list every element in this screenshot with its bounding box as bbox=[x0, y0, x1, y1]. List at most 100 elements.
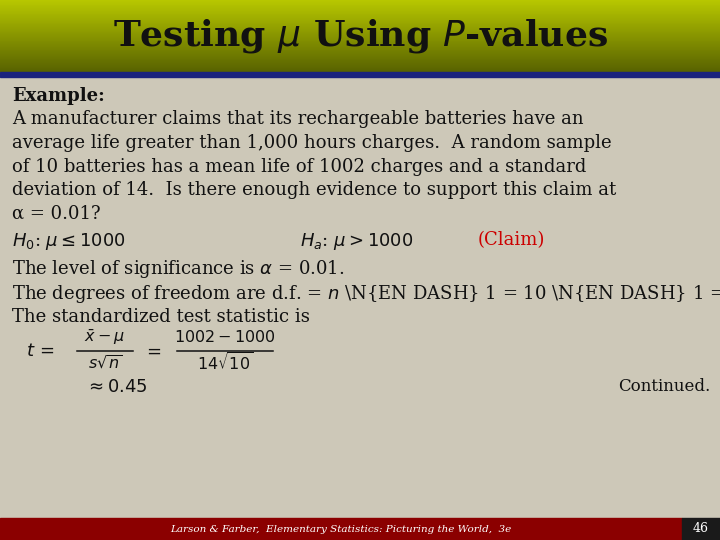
Bar bbox=[0, 63, 720, 65]
Text: average life greater than 1,000 hours charges.  A random sample: average life greater than 1,000 hours ch… bbox=[12, 134, 611, 152]
Text: deviation of 14.  Is there enough evidence to support this claim at: deviation of 14. Is there enough evidenc… bbox=[12, 181, 616, 199]
Bar bbox=[0, 24, 720, 25]
Bar bbox=[0, 9, 720, 10]
Text: A manufacturer claims that its rechargeable batteries have an: A manufacturer claims that its rechargea… bbox=[12, 111, 584, 129]
Bar bbox=[0, 12, 720, 14]
Text: $14\sqrt{10}$: $14\sqrt{10}$ bbox=[197, 353, 253, 375]
Bar bbox=[0, 31, 720, 32]
Bar bbox=[0, 4, 720, 5]
Bar bbox=[0, 49, 720, 50]
Bar bbox=[0, 28, 720, 29]
Bar bbox=[0, 71, 720, 72]
Bar bbox=[0, 45, 720, 47]
Text: Example:: Example: bbox=[12, 87, 104, 105]
Bar bbox=[0, 17, 720, 18]
Bar bbox=[0, 11, 720, 12]
Bar bbox=[0, 20, 720, 22]
Bar bbox=[0, 59, 720, 60]
Bar bbox=[0, 44, 720, 46]
Bar bbox=[0, 8, 720, 9]
Bar bbox=[0, 18, 720, 20]
Bar bbox=[0, 19, 720, 21]
Bar bbox=[0, 70, 720, 71]
Bar bbox=[0, 39, 720, 40]
Bar bbox=[0, 41, 720, 42]
Bar bbox=[0, 14, 720, 15]
Text: $t\, =$: $t\, =$ bbox=[27, 341, 55, 360]
Bar bbox=[0, 13, 720, 15]
Bar bbox=[0, 63, 720, 64]
Text: $=$: $=$ bbox=[143, 341, 161, 360]
Bar bbox=[0, 47, 720, 49]
Bar bbox=[0, 17, 720, 19]
Text: $H_0$: $\mu \leq 1000$: $H_0$: $\mu \leq 1000$ bbox=[12, 231, 126, 252]
Bar bbox=[0, 68, 720, 69]
Text: 46: 46 bbox=[693, 523, 709, 536]
Bar bbox=[0, 16, 720, 17]
Bar bbox=[0, 15, 720, 16]
Bar bbox=[0, 23, 720, 24]
Text: Testing $\mu$ Using $P$-values: Testing $\mu$ Using $P$-values bbox=[112, 17, 608, 55]
Bar bbox=[0, 48, 720, 50]
Bar bbox=[0, 22, 720, 23]
Bar bbox=[0, 65, 720, 66]
Bar bbox=[0, 21, 720, 23]
Bar bbox=[0, 32, 720, 33]
Bar bbox=[0, 25, 720, 26]
Text: $\approx 0.45$: $\approx 0.45$ bbox=[85, 377, 148, 395]
Bar bbox=[0, 64, 720, 66]
Bar bbox=[0, 60, 720, 62]
Bar bbox=[0, 66, 720, 68]
Bar bbox=[0, 28, 720, 30]
Bar bbox=[0, 55, 720, 56]
Bar bbox=[0, 67, 720, 69]
Bar bbox=[0, 46, 720, 48]
Bar bbox=[0, 33, 720, 35]
Bar bbox=[0, 6, 720, 7]
Bar bbox=[0, 40, 720, 42]
Text: $1002-1000$: $1002-1000$ bbox=[174, 329, 276, 346]
Text: The standardized test statistic is: The standardized test statistic is bbox=[12, 308, 310, 327]
Bar bbox=[0, 6, 720, 8]
Bar bbox=[0, 5, 720, 6]
Bar bbox=[0, 2, 720, 4]
Bar bbox=[0, 518, 682, 540]
Bar bbox=[0, 58, 720, 59]
Bar bbox=[0, 51, 720, 52]
Bar bbox=[0, 56, 720, 58]
Bar bbox=[682, 518, 720, 540]
Bar bbox=[0, 69, 720, 70]
Bar bbox=[0, 60, 720, 61]
Bar bbox=[0, 44, 720, 45]
Bar bbox=[0, 35, 720, 36]
Bar bbox=[0, 50, 720, 51]
Text: of 10 batteries has a mean life of 1002 charges and a standard: of 10 batteries has a mean life of 1002 … bbox=[12, 158, 586, 176]
Bar bbox=[0, 62, 720, 63]
Text: Continued.: Continued. bbox=[618, 378, 710, 395]
Bar bbox=[0, 33, 720, 34]
Text: (Claim): (Claim) bbox=[478, 231, 545, 249]
Bar bbox=[0, 1, 720, 3]
Bar bbox=[0, 30, 720, 31]
Text: The degrees of freedom are d.f. = $n$ \N{EN DASH} 1 = 10 \N{EN DASH} 1 = 9.: The degrees of freedom are d.f. = $n$ \N… bbox=[12, 283, 720, 305]
Text: $\bar{x} - \mu$: $\bar{x} - \mu$ bbox=[84, 328, 125, 347]
Bar bbox=[0, 43, 720, 44]
Bar bbox=[0, 52, 720, 53]
Text: The level of significance is $\alpha$ = 0.01.: The level of significance is $\alpha$ = … bbox=[12, 258, 344, 280]
Text: $H_a$: $\mu > 1000$: $H_a$: $\mu > 1000$ bbox=[300, 231, 413, 252]
Bar bbox=[0, 42, 720, 43]
Bar bbox=[0, 26, 720, 28]
Bar bbox=[0, 10, 720, 12]
Bar bbox=[0, 37, 720, 39]
Bar bbox=[0, 57, 720, 58]
Bar bbox=[0, 38, 720, 39]
Bar bbox=[0, 0, 720, 1]
Bar bbox=[0, 3, 720, 4]
Bar bbox=[0, 72, 720, 77]
Text: Larson & Farber,  Elementary Statistics: Picturing the World,  3e: Larson & Farber, Elementary Statistics: … bbox=[171, 524, 512, 534]
Bar bbox=[0, 25, 720, 27]
Bar bbox=[0, 36, 720, 37]
Bar bbox=[0, 1, 720, 2]
Bar bbox=[0, 9, 720, 11]
Bar bbox=[0, 29, 720, 31]
